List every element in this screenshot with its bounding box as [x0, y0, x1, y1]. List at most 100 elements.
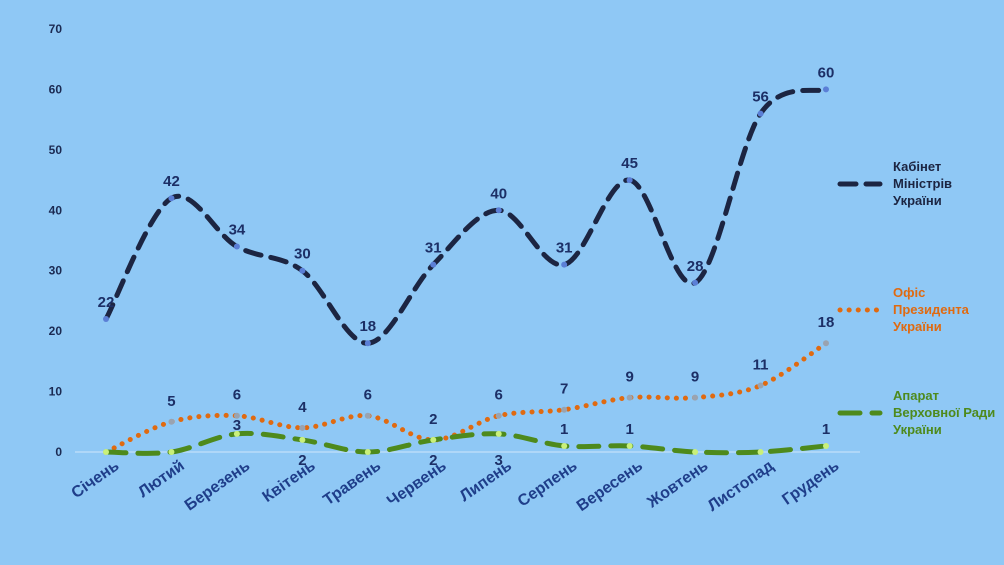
legend-label: Президента — [893, 302, 970, 317]
data-label: 5 — [167, 393, 175, 410]
y-tick-label: 0 — [55, 445, 62, 459]
series-line-1 — [103, 86, 829, 346]
data-point — [233, 430, 240, 437]
data-label: 28 — [687, 258, 704, 275]
data-point — [103, 449, 109, 455]
data-point — [430, 261, 437, 268]
data-point — [823, 340, 829, 347]
x-tick-label: Квітень — [260, 457, 319, 506]
x-tick-label: Червень — [384, 457, 450, 510]
data-label: 45 — [621, 155, 638, 172]
data-label: 22 — [98, 294, 115, 311]
data-point — [757, 449, 764, 455]
data-point — [692, 394, 699, 401]
data-label: 9 — [691, 369, 699, 386]
data-label: 1 — [560, 421, 568, 438]
data-label: 31 — [425, 240, 442, 257]
data-point — [692, 449, 699, 455]
data-label: 11 — [753, 357, 769, 374]
data-label: 18 — [359, 318, 376, 335]
data-label: 30 — [294, 246, 311, 263]
data-point — [299, 436, 306, 443]
legend-label: Верховної Ради — [893, 405, 995, 420]
data-label: 40 — [490, 185, 507, 202]
data-point — [692, 279, 699, 286]
data-label: 2 — [298, 452, 306, 469]
data-point — [823, 86, 829, 93]
data-point — [233, 412, 240, 419]
x-tick-label: Серпень — [515, 457, 581, 510]
legend-label: Офіс — [893, 285, 925, 300]
data-label: 1 — [822, 421, 830, 438]
x-tick-label: Листопад — [705, 457, 777, 515]
data-point — [430, 436, 437, 443]
data-point — [364, 412, 371, 419]
x-tick-label: Вересень — [574, 457, 646, 515]
data-label: 9 — [625, 369, 633, 386]
data-point — [364, 449, 371, 455]
y-axis: 0 10 20 30 40 50 60 70 — [49, 22, 63, 459]
legend-label: України — [893, 422, 942, 437]
data-label: 56 — [752, 89, 769, 106]
data-label: 3 — [233, 417, 241, 434]
data-point — [561, 261, 568, 268]
legend-label: Апарат — [893, 388, 939, 403]
data-point — [495, 412, 502, 419]
data-label: 2 — [429, 452, 437, 469]
data-point — [495, 207, 502, 214]
y-tick-label: 40 — [49, 203, 63, 217]
y-tick-label: 30 — [49, 264, 63, 278]
data-point — [626, 442, 633, 449]
y-tick-label: 20 — [49, 324, 63, 338]
series-lines — [103, 86, 829, 456]
data-label: 1 — [625, 421, 633, 438]
data-point — [168, 449, 175, 455]
data-point — [561, 442, 568, 449]
data-label: 60 — [818, 64, 835, 81]
data-point — [757, 110, 764, 117]
x-tick-label: Березень — [182, 457, 253, 514]
y-tick-label: 10 — [49, 385, 63, 399]
y-tick-label: 50 — [49, 143, 63, 157]
series-line-3 — [103, 430, 829, 456]
data-point — [299, 424, 306, 431]
y-tick-label: 70 — [49, 22, 63, 36]
data-label: 6 — [495, 387, 503, 404]
data-point — [103, 316, 109, 323]
data-label: 34 — [229, 222, 246, 239]
data-point — [299, 267, 306, 274]
x-tick-label: Жовтень — [644, 457, 712, 512]
legend-label: Кабінет — [893, 159, 941, 174]
y-tick-label: 60 — [49, 82, 63, 96]
data-label: 31 — [556, 240, 573, 257]
x-tick-label: Лютий — [135, 457, 187, 501]
data-point — [757, 382, 764, 389]
data-point — [823, 442, 829, 449]
data-label: 6 — [233, 387, 241, 404]
x-tick-label: Грудень — [779, 457, 842, 508]
legend-label: Міністрів — [893, 176, 952, 191]
legend-label: України — [893, 193, 942, 208]
data-point — [495, 430, 502, 437]
data-label: 42 — [163, 173, 180, 190]
data-label: 2 — [429, 411, 437, 428]
x-tick-label: Травень — [320, 457, 384, 509]
data-label: 3 — [495, 452, 503, 469]
x-tick-label: Липень — [457, 457, 515, 505]
data-label: 4 — [298, 399, 307, 416]
legend-label: України — [893, 319, 942, 334]
data-point — [626, 177, 633, 184]
legend: Кабінет Міністрів України Офіс Президента Укр… — [837, 159, 995, 437]
data-point — [233, 243, 240, 250]
x-tick-label: Січень — [69, 457, 123, 502]
data-point — [626, 394, 633, 401]
series-line-2 — [103, 340, 829, 455]
data-point — [561, 406, 568, 413]
data-label: 6 — [364, 387, 372, 404]
data-point — [168, 418, 175, 425]
data-label: 18 — [818, 314, 835, 331]
data-label: 7 — [560, 381, 568, 398]
